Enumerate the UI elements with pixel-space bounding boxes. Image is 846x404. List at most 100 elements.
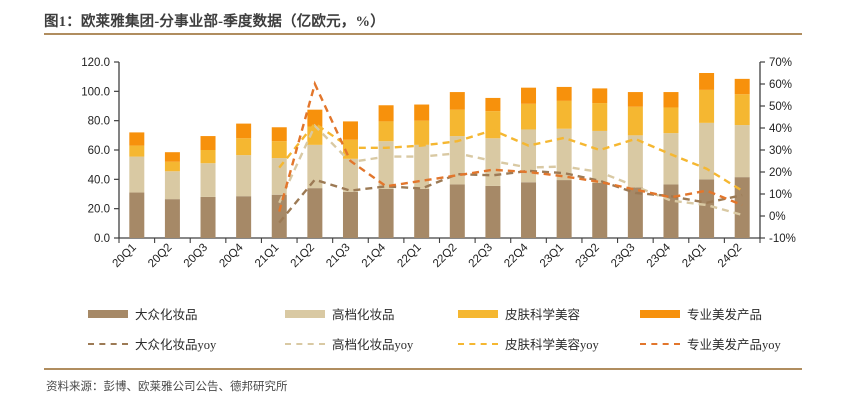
x-tick-label: 20Q3 (182, 242, 210, 270)
legend-item-luxe_yoy[interactable]: 高档化妆品yoy (285, 334, 413, 353)
bar-segment (627, 135, 643, 188)
bar-segment (236, 155, 252, 197)
bar-segment (164, 199, 180, 238)
x-tick-label: 23Q3 (609, 242, 637, 270)
bar-segment (485, 185, 501, 238)
x-tick-label: 21Q2 (289, 242, 317, 270)
bar-segment (592, 130, 608, 183)
bar-segment (734, 177, 750, 238)
legend-label: 皮肤科学美容 (505, 308, 581, 322)
bar-segment (342, 158, 358, 192)
legend-swatch-icon (640, 309, 680, 318)
legend-item-pro_yoy[interactable]: 专业美发产品yoy (640, 334, 781, 353)
x-tick-label: 22Q3 (467, 242, 495, 270)
bar-segment (556, 128, 572, 181)
legend-dash-icon (458, 342, 498, 345)
bar-segment (200, 196, 216, 238)
x-tick-label: 24Q1 (680, 242, 708, 270)
legend-label: 高档化妆品 (332, 308, 395, 322)
bar-segment (271, 141, 287, 159)
bar-series-pro (129, 73, 750, 162)
bar-segment (627, 187, 643, 238)
bar-segment (699, 179, 715, 238)
source-divider (44, 368, 802, 370)
bar-segment (271, 127, 287, 142)
y-tick-label-right: 60% (769, 79, 792, 91)
bar-segment (521, 129, 537, 183)
bar-segment (271, 158, 287, 195)
x-tick-label: 23Q1 (538, 242, 566, 270)
bar-segment (449, 109, 465, 137)
y-tick-label-left: 100.0 (81, 86, 110, 98)
y-tick-label-right: 40% (769, 123, 792, 135)
y-tick-label-right: 0% (769, 211, 786, 223)
bar-segment (699, 73, 715, 90)
x-tick-label: 21Q1 (253, 242, 281, 270)
bar-segment (307, 109, 323, 127)
chart-svg: 0.0 20.0 40.0 60.0 80.0 100.0 120.0 -10% 0% 10% 20… (81, 57, 796, 270)
bar-segment (378, 141, 394, 189)
legend-label: 专业美发产品yoy (687, 338, 781, 352)
bar-segment (627, 92, 643, 107)
bar-segment (378, 121, 394, 142)
x-tick-label: 21Q4 (360, 241, 389, 270)
y-tick-label-left: 80.0 (88, 116, 110, 128)
x-tick-label: 22Q2 (431, 242, 459, 270)
bar-segment (627, 106, 643, 136)
legend-dash-icon (640, 342, 680, 345)
legend-swatch-icon (88, 309, 128, 318)
bar-segment (592, 88, 608, 104)
bar-segment (734, 78, 750, 95)
bar-segment (485, 97, 501, 112)
bar-segment (342, 121, 358, 140)
bar-segment (164, 171, 180, 200)
x-tick-label: 20Q1 (111, 242, 139, 270)
x-tick-label: 23Q2 (573, 242, 601, 270)
legend-dash-icon (88, 342, 128, 345)
y-tick-label-left: 20.0 (88, 204, 110, 216)
line-series-luxe_yoy (278, 123, 743, 217)
bar-segment (129, 156, 145, 193)
bar-segment (449, 136, 465, 185)
bar-segment (663, 92, 679, 108)
bar-segment (556, 100, 572, 129)
chart-plot-area: 0.0 20.0 40.0 60.0 80.0 100.0 120.0 -10% 0% 10% 20… (0, 40, 846, 300)
legend-row: 大众化妆品 高档化妆品 皮肤科学美容 专业美发产品 (0, 300, 846, 326)
bar-segment (663, 184, 679, 238)
legend-item-pro[interactable]: 专业美发产品 (640, 304, 762, 323)
legend-item-mass[interactable]: 大众化妆品 (88, 304, 198, 323)
bar-segment (200, 150, 216, 164)
x-tick-label: 22Q4 (502, 241, 531, 270)
legend-label: 高档化妆品yoy (332, 338, 414, 352)
bar-segment (663, 133, 679, 185)
legend-item-luxe[interactable]: 高档化妆品 (285, 304, 395, 323)
bar-segment (200, 136, 216, 150)
y-tick-label-left: 120.0 (81, 57, 110, 69)
figure-title: 图1：欧莱雅集团-分事业部-季度数据（亿欧元，%） (44, 14, 385, 30)
y-tick-label-right: 20% (769, 167, 792, 179)
bar-series-luxe (129, 122, 750, 200)
bar-series-mass (129, 177, 750, 238)
bar-segment (521, 103, 537, 130)
bar-segment (592, 103, 608, 131)
y-tick-label-left: 0.0 (94, 233, 110, 245)
bar-segment (164, 152, 180, 162)
legend-item-derm_yoy[interactable]: 皮肤科学美容yoy (458, 334, 599, 353)
legend-item-mass_yoy[interactable]: 大众化妆品yoy (88, 334, 216, 353)
y-tick-label-right: 50% (769, 101, 792, 113)
x-tick-label: 20Q2 (146, 242, 174, 270)
bar-segment (592, 183, 608, 238)
bar-segment (236, 138, 252, 156)
legend-label: 大众化妆品yoy (135, 338, 217, 352)
legend-swatch-icon (458, 309, 498, 318)
y-tick-label-left: 60.0 (88, 145, 110, 157)
bar-segment (734, 94, 750, 126)
legend-item-derm[interactable]: 皮肤科学美容 (458, 304, 580, 323)
bar-segment (449, 92, 465, 110)
bar-segment (414, 144, 430, 189)
bar-segment (521, 87, 537, 104)
y-tick-label-right: 30% (769, 145, 792, 157)
legend-dash-icon (285, 342, 325, 345)
x-tick-label: 20Q4 (217, 241, 246, 270)
bar-segment (699, 89, 715, 123)
